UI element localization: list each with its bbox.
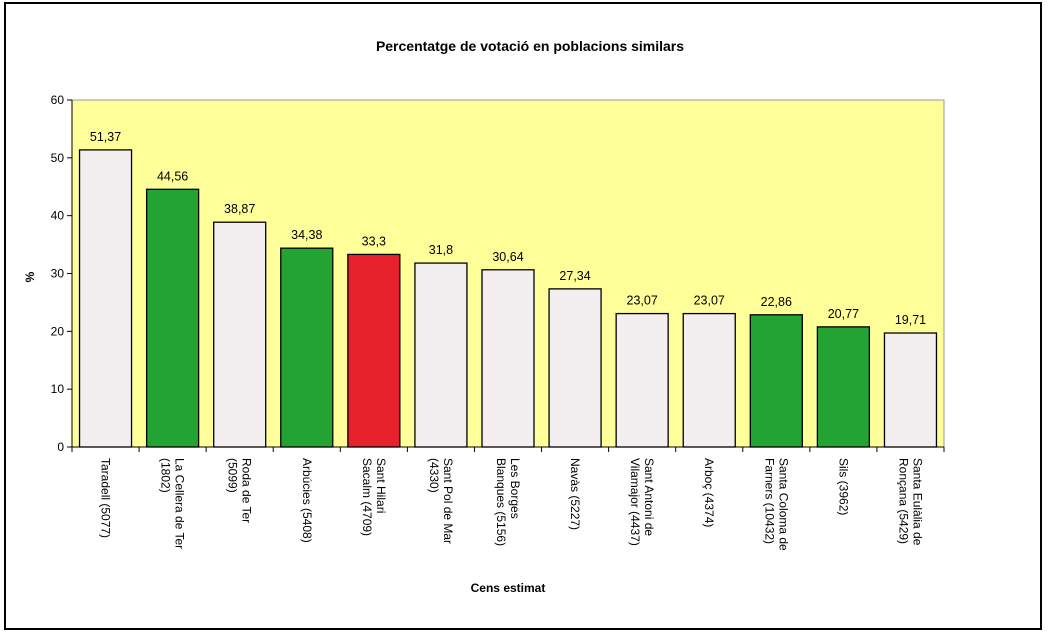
x-category-text: Arbúcies (5408)	[300, 458, 314, 543]
bar	[78, 149, 133, 448]
bar	[481, 269, 535, 448]
x-axis-label: Cens estimat	[471, 581, 546, 595]
data-label: 51,37	[90, 130, 121, 144]
y-tick-label: 0	[57, 440, 64, 454]
y-tick-label: 60	[51, 93, 65, 107]
x-category-label: Sant HilariSacalm (4709)	[360, 458, 388, 536]
x-category-text: Navàs (5227)	[568, 458, 582, 530]
x-category-text: Sant Antoni deVilamajor (4437)	[628, 458, 656, 546]
data-label: 33,3	[362, 234, 386, 248]
bar	[213, 221, 267, 448]
bar	[682, 312, 736, 448]
x-category-text: Santa Coloma deFarners (10432)	[762, 458, 790, 551]
data-label: 20,77	[828, 307, 859, 321]
data-label: 30,64	[492, 250, 523, 264]
y-tick-label: 20	[51, 324, 65, 338]
x-category-label: Santa Coloma deFarners (10432)	[762, 458, 790, 551]
bar	[414, 262, 468, 448]
x-category-label: Taradell (5077)	[99, 458, 113, 538]
x-category-label: Les BorgesBlanques (5156)	[494, 458, 522, 546]
bar	[883, 332, 938, 448]
data-label: 23,07	[627, 294, 658, 308]
x-category-label: Roda de Ter(5099)	[226, 458, 254, 523]
y-tick-label: 30	[51, 267, 65, 281]
bar	[749, 314, 803, 448]
data-label: 44,56	[157, 169, 188, 183]
x-category-label: Santa Eulàlia deRonçana (5429)	[896, 458, 924, 546]
y-axis-label: %	[23, 271, 37, 282]
data-label: 34,38	[291, 228, 322, 242]
bar	[347, 253, 401, 448]
x-category-label: La Cellera de Ter(1802)	[159, 458, 187, 549]
chart-title: Percentatge de votació en poblacions sim…	[376, 38, 684, 54]
bar	[548, 288, 602, 448]
x-category-text: Taradell (5077)	[99, 458, 113, 538]
bar	[615, 312, 669, 448]
y-tick-label: 50	[51, 151, 65, 165]
data-label: 19,71	[895, 313, 926, 327]
x-category-text: La Cellera de Ter(1802)	[159, 458, 187, 549]
x-category-text: Sant HilariSacalm (4709)	[360, 458, 388, 536]
data-label: 27,34	[559, 269, 590, 283]
data-label: 38,87	[224, 202, 255, 216]
x-category-label: Arbúcies (5408)	[300, 458, 314, 543]
x-category-text: Sant Pol de Mar(4330)	[427, 458, 455, 544]
bar	[145, 188, 200, 448]
x-category-text: Sils (3962)	[836, 458, 850, 515]
x-category-label: Navàs (5227)	[568, 458, 582, 530]
x-category-label: Sils (3962)	[836, 458, 850, 515]
y-tick-label: 40	[51, 209, 65, 223]
bar	[280, 247, 334, 448]
x-category-label: Arboç (4374)	[702, 458, 716, 527]
x-category-text: Roda de Ter(5099)	[226, 458, 254, 523]
bar	[816, 326, 871, 448]
x-category-label: Sant Pol de Mar(4330)	[427, 458, 455, 544]
data-label: 22,86	[761, 295, 792, 309]
y-tick-label: 10	[51, 382, 65, 396]
data-label: 31,8	[429, 243, 453, 257]
x-category-text: Arboç (4374)	[702, 458, 716, 527]
data-label: 23,07	[694, 294, 725, 308]
x-category-label: Sant Antoni deVilamajor (4437)	[628, 458, 656, 546]
x-category-text: Santa Eulàlia deRonçana (5429)	[896, 458, 924, 546]
x-category-text: Les BorgesBlanques (5156)	[494, 458, 522, 546]
